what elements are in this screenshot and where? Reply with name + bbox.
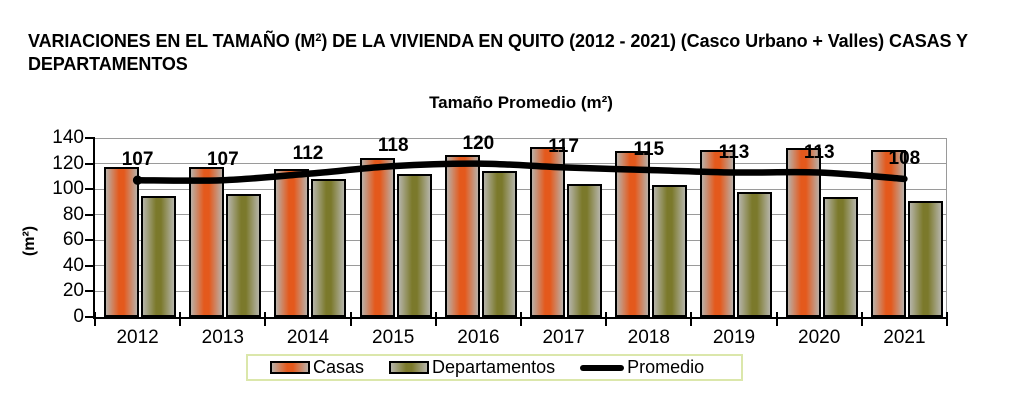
page-title-part1: VARIACIONES EN EL TAMAÑO (M — [28, 31, 316, 51]
x-axis-category-label: 2018 — [627, 327, 670, 348]
bar-departamentos — [907, 200, 943, 317]
x-axis-category-label: 2012 — [116, 327, 159, 348]
data-label: 113 — [803, 141, 835, 163]
data-label: 113 — [718, 141, 750, 163]
legend-label-promedio: Promedio — [627, 357, 705, 377]
x-axis-category-label: 2021 — [883, 327, 926, 348]
x-axis-tick — [434, 312, 437, 326]
y-axis-tick — [85, 213, 94, 216]
x-axis-tick — [94, 312, 96, 326]
bar-casas — [359, 158, 395, 317]
y-axis-labels: 0 20 40 60 80 100 120 140 — [0, 127, 84, 327]
promedio-start-dot — [132, 175, 143, 185]
legend: Casas Departamentos Promedio — [246, 354, 743, 381]
y-axis-tick-label: 120 — [52, 152, 84, 174]
y-axis-tick-label: 20 — [62, 280, 84, 302]
x-axis-category-label: 2014 — [286, 327, 330, 348]
bar-casas — [104, 167, 139, 317]
y-axis-tick-label: 140 — [52, 127, 84, 148]
x-axis-tick — [349, 312, 352, 326]
bar-departamentos — [567, 184, 602, 317]
plot-right-border — [946, 138, 947, 317]
x-axis-tick — [860, 312, 863, 326]
bar-casas — [700, 149, 736, 317]
y-axis-tick-label: 60 — [62, 229, 84, 251]
x-axis-category-label: 2013 — [201, 327, 244, 348]
data-label: 120 — [462, 132, 495, 154]
data-label: 118 — [377, 135, 409, 157]
bar-departamentos — [481, 171, 517, 317]
bar-casas — [530, 146, 565, 317]
legend-item-casas: Casas — [270, 357, 364, 378]
bar-casas — [189, 167, 225, 317]
bar-departamentos — [141, 195, 176, 317]
y-axis-tick-label: 40 — [62, 254, 84, 276]
legend-label-departamentos: Departamentos — [432, 357, 556, 377]
page-title-superscript: 2 — [315, 32, 322, 44]
data-label: 115 — [633, 138, 665, 160]
y-axis-tick — [85, 264, 94, 267]
gridline — [95, 137, 947, 139]
legend-label-casas: Casas — [313, 357, 365, 377]
legend-swatch-departamentos-icon — [389, 361, 430, 374]
x-axis-tick — [690, 312, 693, 326]
bar-departamentos — [396, 173, 432, 317]
data-label: 108 — [888, 147, 921, 169]
data-label: 112 — [292, 142, 324, 164]
bar-departamentos — [822, 196, 858, 317]
y-axis-tick — [85, 137, 94, 139]
x-axis-category-label: 2020 — [798, 327, 841, 348]
legend-swatch-casas-icon — [270, 361, 310, 374]
y-axis-tick — [85, 316, 94, 318]
y-axis-tick-label: 0 — [73, 306, 84, 327]
bar-casas — [615, 150, 651, 317]
plot-area: 107 107 112 118 120 117 115 113 113 108 — [85, 133, 948, 326]
bar-departamentos — [737, 191, 773, 317]
y-axis-tick — [85, 290, 94, 293]
x-axis-tick — [946, 312, 948, 326]
legend-item-departamentos: Departamentos — [389, 357, 555, 378]
y-axis-tick-label: 100 — [52, 178, 84, 200]
bar-departamentos — [226, 194, 262, 317]
gridline — [95, 290, 947, 292]
gridline — [95, 265, 947, 267]
page-title: VARIACIONES EN EL TAMAÑO (M2) DE LA VIVI… — [28, 27, 980, 76]
x-axis-category-label: 2016 — [457, 327, 500, 348]
y-axis-tick — [85, 188, 94, 191]
legend-item-promedio: Promedio — [580, 357, 704, 378]
gridline — [95, 214, 947, 216]
data-label: 117 — [548, 136, 579, 158]
x-axis-tick — [605, 312, 608, 326]
x-axis-tick — [179, 312, 182, 326]
promedio-line-path — [134, 160, 908, 184]
x-axis-category-label: 2017 — [542, 327, 585, 348]
y-axis-tick — [85, 239, 94, 242]
data-label: 107 — [121, 149, 154, 171]
x-axis-tick — [775, 312, 778, 326]
bar-casas — [785, 148, 821, 317]
data-label: 107 — [206, 149, 239, 171]
gridline — [95, 188, 947, 190]
promedio-line — [132, 160, 908, 185]
bar-departamentos — [311, 178, 347, 317]
x-axis-labels: 2012 2013 2014 2015 2016 2017 2018 2019 2020 2021 — [95, 327, 947, 349]
y-axis-tick-label: 80 — [62, 203, 84, 225]
y-axis-tick — [85, 162, 94, 165]
page-title-part2: ) DE LA VIVIENDA EN QUITO (2012 - 2021) … — [28, 31, 968, 74]
x-axis-category-label: 2015 — [372, 327, 415, 348]
legend-swatch-promedio-icon — [580, 364, 625, 371]
x-axis-tick — [520, 312, 522, 326]
chart-title: Tamaño Promedio (m²) — [429, 93, 613, 112]
x-axis-tick — [264, 312, 267, 326]
x-axis-category-label: 2019 — [712, 327, 756, 348]
bar-casas — [444, 154, 480, 317]
gridline — [95, 239, 947, 241]
bar-departamentos — [652, 185, 688, 317]
bar-casas — [274, 168, 310, 317]
y-axis-line — [93, 137, 95, 319]
